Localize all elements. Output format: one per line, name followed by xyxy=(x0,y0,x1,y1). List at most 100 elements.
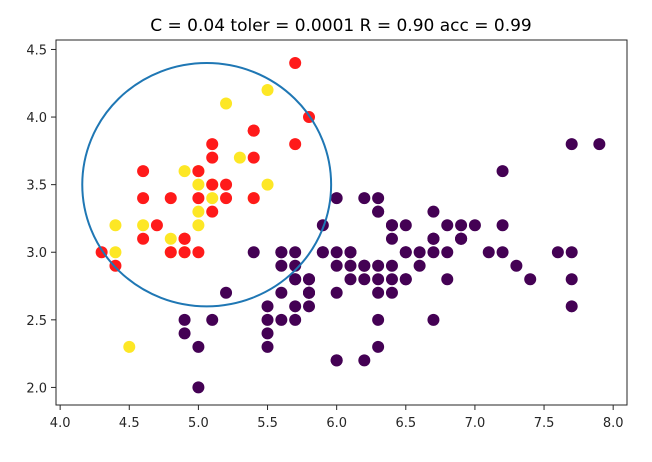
class-outside-point xyxy=(372,340,385,353)
class-outside-point xyxy=(413,246,426,259)
decision-circle-layer xyxy=(81,61,333,308)
class-outside-point xyxy=(206,313,219,326)
class-outside-point xyxy=(372,192,385,205)
x-tick-label: 5.5 xyxy=(257,416,278,431)
scatter-points xyxy=(95,56,606,394)
class-outside-point xyxy=(385,259,398,272)
support-vector-point xyxy=(164,246,177,259)
class-outside-point xyxy=(178,327,191,340)
class-outside-point xyxy=(303,286,316,299)
support-vector-point xyxy=(247,124,260,137)
support-vector-point xyxy=(220,192,233,205)
class-inside-point xyxy=(123,340,136,353)
support-vector-point xyxy=(150,219,163,232)
class-inside-point xyxy=(192,178,205,191)
class-outside-point xyxy=(358,192,371,205)
class-outside-point xyxy=(261,340,274,353)
class-outside-point xyxy=(261,313,274,326)
class-outside-point xyxy=(496,246,509,259)
class-outside-point xyxy=(344,246,357,259)
support-vector-point xyxy=(137,192,150,205)
class-outside-point xyxy=(427,232,440,245)
support-vector-point xyxy=(206,151,219,164)
class-outside-point xyxy=(372,259,385,272)
class-inside-point xyxy=(261,84,274,97)
class-inside-point xyxy=(164,232,177,245)
class-outside-point xyxy=(247,246,260,259)
class-outside-point xyxy=(289,313,302,326)
support-vector-point xyxy=(289,56,302,69)
y-tick-label: 2.5 xyxy=(26,314,47,329)
class-outside-point xyxy=(385,286,398,299)
class-outside-point xyxy=(455,219,468,232)
class-inside-point xyxy=(178,165,191,178)
class-outside-point xyxy=(330,259,343,272)
class-inside-point xyxy=(206,192,219,205)
class-outside-point xyxy=(358,354,371,367)
y-tick-label: 2.0 xyxy=(26,381,47,396)
class-inside-point xyxy=(137,219,150,232)
class-outside-point xyxy=(372,205,385,218)
class-outside-point xyxy=(372,273,385,286)
class-outside-point xyxy=(385,219,398,232)
x-tick-label: 7.0 xyxy=(465,416,486,431)
class-outside-point xyxy=(455,232,468,245)
plot-frame xyxy=(55,39,628,406)
class-outside-point xyxy=(565,300,578,313)
class-outside-point xyxy=(330,286,343,299)
class-inside-point xyxy=(233,151,246,164)
y-tick-label: 3.5 xyxy=(26,179,47,194)
x-tick-label: 5.0 xyxy=(188,416,209,431)
x-tick-label: 8.0 xyxy=(603,416,624,431)
class-outside-point xyxy=(303,273,316,286)
class-outside-point xyxy=(275,313,288,326)
class-outside-point xyxy=(330,246,343,259)
class-outside-point xyxy=(358,273,371,286)
support-vector-point xyxy=(137,232,150,245)
x-tick-label: 4.5 xyxy=(119,416,140,431)
class-outside-point xyxy=(275,259,288,272)
decision-circle xyxy=(81,61,333,308)
support-vector-point xyxy=(206,205,219,218)
class-outside-point xyxy=(482,246,495,259)
class-outside-point xyxy=(565,273,578,286)
class-outside-point xyxy=(330,354,343,367)
class-outside-point xyxy=(275,286,288,299)
class-outside-point xyxy=(385,232,398,245)
support-vector-point xyxy=(178,232,191,245)
class-inside-point xyxy=(261,178,274,191)
class-outside-point xyxy=(261,327,274,340)
x-tick-label: 6.5 xyxy=(395,416,416,431)
class-outside-point xyxy=(192,340,205,353)
support-vector-point xyxy=(164,192,177,205)
class-outside-point xyxy=(441,246,454,259)
axis-ticks: 4.0 4.5 5.0 5.5 6.0 6.5 7.0 7.5 8.0 2.0 2.5 3.0 3.5 4… xyxy=(26,43,623,431)
x-tick-label: 4.0 xyxy=(50,416,71,431)
class-outside-point xyxy=(399,273,412,286)
class-outside-point xyxy=(372,313,385,326)
class-outside-point xyxy=(413,259,426,272)
class-outside-point xyxy=(565,138,578,151)
support-vector-point xyxy=(289,138,302,151)
class-outside-point xyxy=(289,246,302,259)
class-outside-point xyxy=(289,300,302,313)
support-vector-point xyxy=(178,246,191,259)
class-outside-point xyxy=(358,259,371,272)
class-outside-point xyxy=(441,219,454,232)
class-outside-point xyxy=(427,246,440,259)
class-outside-point xyxy=(344,259,357,272)
support-vector-point xyxy=(220,178,233,191)
class-outside-point xyxy=(399,219,412,232)
class-outside-point xyxy=(385,273,398,286)
y-tick-label: 4.0 xyxy=(26,111,47,126)
class-outside-point xyxy=(496,165,509,178)
support-vector-point xyxy=(137,165,150,178)
class-inside-point xyxy=(109,246,122,259)
support-vector-point xyxy=(247,192,260,205)
class-outside-point xyxy=(220,286,233,299)
class-outside-point xyxy=(192,381,205,394)
class-inside-point xyxy=(109,219,122,232)
x-tick-label: 7.5 xyxy=(534,416,555,431)
y-tick-label: 4.5 xyxy=(26,43,47,58)
